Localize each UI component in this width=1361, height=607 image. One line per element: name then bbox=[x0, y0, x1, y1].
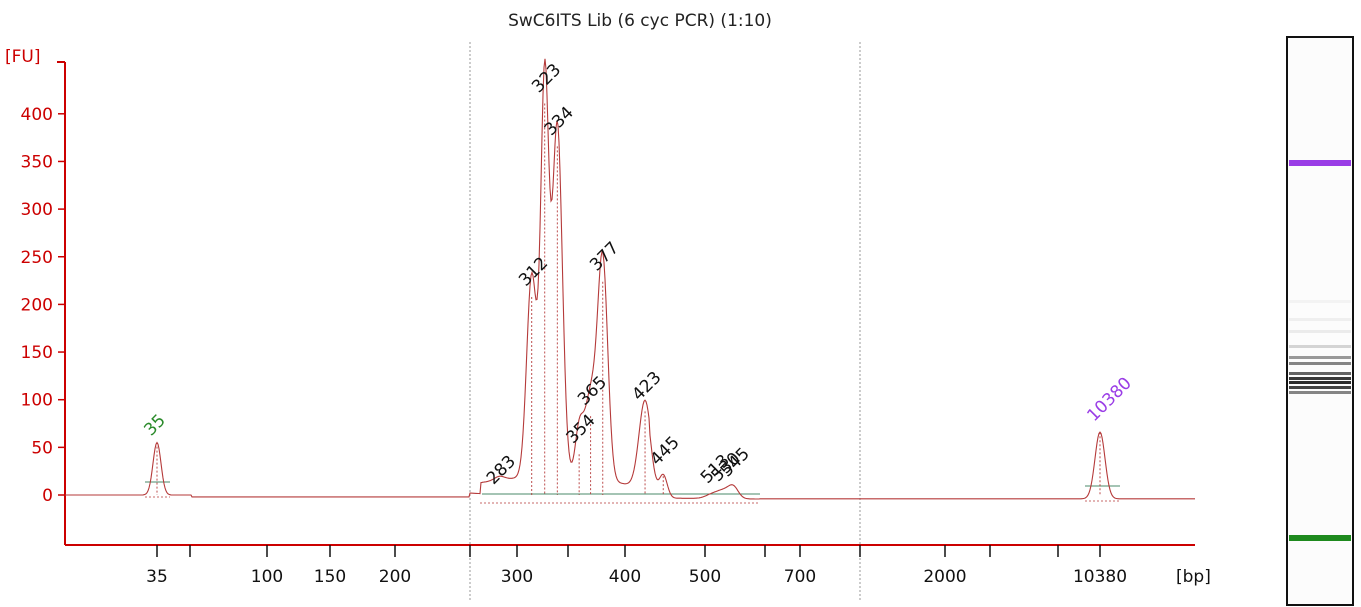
peak-label: 334 bbox=[541, 103, 578, 140]
y-tick-label: 100 bbox=[21, 391, 53, 411]
chart-title: SwC6ITS Lib (6 cyc PCR) (1:10) bbox=[508, 11, 772, 31]
x-tick-label: 35 bbox=[146, 567, 168, 587]
peak-label: 323 bbox=[528, 60, 565, 97]
y-tick-label: 300 bbox=[21, 200, 53, 220]
peak-label: 35 bbox=[140, 411, 169, 440]
sample-bands bbox=[1289, 330, 1351, 333]
gel-lane bbox=[1286, 36, 1354, 606]
x-tick-label: 400 bbox=[609, 567, 641, 587]
x-axis: 35 100 150 200 300 400 500 700 2000 10380 bbox=[65, 544, 1195, 587]
electropherogram-trace bbox=[65, 58, 1195, 500]
y-axis: 0 50 100 150 200 250 300 350 400 bbox=[21, 61, 66, 545]
peak-label: 283 bbox=[483, 452, 520, 489]
x-axis-label: [bp] bbox=[1176, 567, 1211, 587]
upper-marker-band bbox=[1289, 160, 1351, 166]
sample-bands bbox=[1289, 362, 1351, 365]
peak-label: 10380 bbox=[1083, 373, 1135, 425]
x-tick-label: 300 bbox=[501, 567, 533, 587]
x-tick-label: 100 bbox=[251, 567, 283, 587]
y-tick-label: 200 bbox=[21, 295, 53, 315]
x-tick-label: 200 bbox=[379, 567, 411, 587]
sample-bands bbox=[1289, 372, 1351, 375]
sample-bands bbox=[1289, 345, 1351, 348]
peak-label: 423 bbox=[628, 368, 665, 405]
y-tick-label: 350 bbox=[21, 152, 53, 172]
x-tick-label: 2000 bbox=[923, 567, 966, 587]
sample-bands bbox=[1289, 381, 1351, 384]
y-tick-label: 0 bbox=[42, 486, 53, 506]
sample-bands bbox=[1289, 391, 1351, 394]
y-tick-label: 50 bbox=[31, 438, 53, 458]
peak-label: 445 bbox=[647, 433, 684, 470]
sample-bands bbox=[1289, 386, 1351, 389]
sample-bands bbox=[1289, 377, 1351, 380]
x-tick-label: 500 bbox=[689, 567, 721, 587]
grid-lines bbox=[469, 42, 861, 600]
x-tick-label: 150 bbox=[314, 567, 346, 587]
gel-lane-frame bbox=[1286, 36, 1354, 606]
x-tick-label: 700 bbox=[784, 567, 816, 587]
y-tick-label: 250 bbox=[21, 248, 53, 268]
y-axis-label: [FU] bbox=[5, 47, 41, 67]
x-tick-label: 10380 bbox=[1073, 567, 1127, 587]
peak-baselines bbox=[145, 481, 1120, 504]
peak-label: 312 bbox=[515, 253, 552, 290]
sample-bands bbox=[1289, 300, 1351, 303]
peak-drop-lines bbox=[156, 103, 1101, 495]
y-tick-label: 400 bbox=[21, 105, 53, 125]
lower-marker-band bbox=[1289, 535, 1351, 541]
y-tick-label: 150 bbox=[21, 343, 53, 363]
sample-bands bbox=[1289, 356, 1351, 359]
peak-label: 365 bbox=[574, 373, 611, 410]
peak-label: 377 bbox=[586, 238, 623, 275]
sample-bands bbox=[1289, 318, 1351, 321]
